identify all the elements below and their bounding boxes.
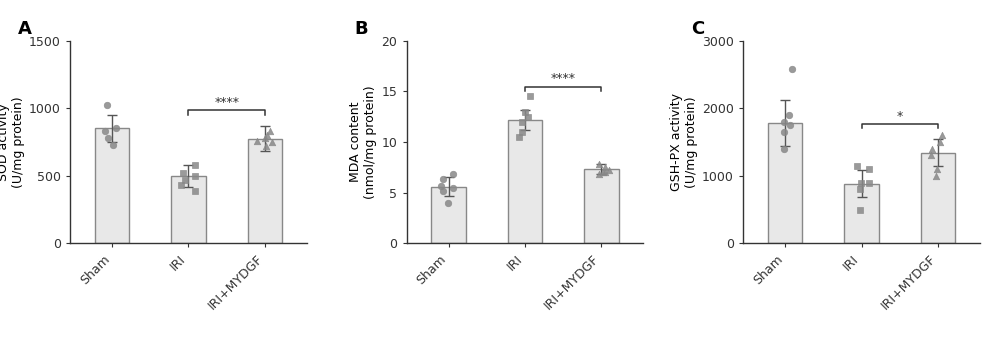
Point xyxy=(440,200,456,206)
Point xyxy=(514,119,530,124)
Bar xyxy=(95,128,129,243)
Bar xyxy=(248,139,282,243)
Point xyxy=(97,128,113,134)
Point xyxy=(173,183,189,188)
Point xyxy=(433,183,449,188)
Y-axis label: GSH-PX activity
(U/mg protein): GSH-PX activity (U/mg protein) xyxy=(670,93,698,191)
Point xyxy=(187,173,203,178)
Point xyxy=(511,134,527,140)
Point xyxy=(264,139,280,145)
Point xyxy=(445,172,461,177)
Point xyxy=(852,207,868,212)
Point xyxy=(517,109,533,114)
Point xyxy=(522,94,538,99)
Point xyxy=(595,170,611,175)
Point xyxy=(514,129,530,135)
Point xyxy=(175,170,191,176)
Point xyxy=(249,138,265,143)
Point xyxy=(924,146,940,151)
Point xyxy=(776,129,792,135)
Point xyxy=(108,126,124,131)
Text: ****: **** xyxy=(214,96,239,109)
Bar xyxy=(508,120,542,243)
Point xyxy=(781,112,797,118)
Bar xyxy=(171,176,206,243)
Point xyxy=(934,132,950,138)
Text: A: A xyxy=(18,20,32,38)
Point xyxy=(187,162,203,168)
Y-axis label: MDA content
(nmol/mg protein): MDA content (nmol/mg protein) xyxy=(349,85,377,199)
Y-axis label: SOD activity
(U/mg protein): SOD activity (U/mg protein) xyxy=(0,96,25,188)
Text: B: B xyxy=(354,20,368,38)
Bar xyxy=(844,184,879,243)
Point xyxy=(177,177,193,183)
Point xyxy=(861,166,877,172)
Point xyxy=(591,172,607,177)
Point xyxy=(435,188,451,193)
Point xyxy=(601,168,617,173)
Bar xyxy=(431,187,466,243)
Point xyxy=(853,180,869,185)
Point xyxy=(435,177,451,182)
Point xyxy=(105,142,121,147)
Point xyxy=(99,103,115,108)
Point xyxy=(187,188,203,193)
Point xyxy=(520,114,536,119)
Point xyxy=(259,132,275,138)
Point xyxy=(100,135,116,141)
Point xyxy=(928,173,944,178)
Bar xyxy=(584,169,619,243)
Point xyxy=(776,119,792,124)
Point xyxy=(852,187,868,192)
Point xyxy=(849,163,865,168)
Point xyxy=(923,153,939,158)
Point xyxy=(597,170,613,175)
Point xyxy=(784,66,800,72)
Text: ****: **** xyxy=(551,72,576,86)
Point xyxy=(782,122,798,128)
Bar xyxy=(921,153,955,243)
Point xyxy=(591,162,607,167)
Point xyxy=(258,143,274,149)
Text: C: C xyxy=(691,20,704,38)
Point xyxy=(932,139,948,145)
Text: *: * xyxy=(897,110,903,123)
Point xyxy=(929,166,945,172)
Point xyxy=(262,128,278,134)
Point xyxy=(597,165,613,170)
Point xyxy=(776,146,792,151)
Point xyxy=(861,180,877,185)
Bar xyxy=(768,123,802,243)
Point xyxy=(257,135,273,141)
Point xyxy=(445,185,461,190)
